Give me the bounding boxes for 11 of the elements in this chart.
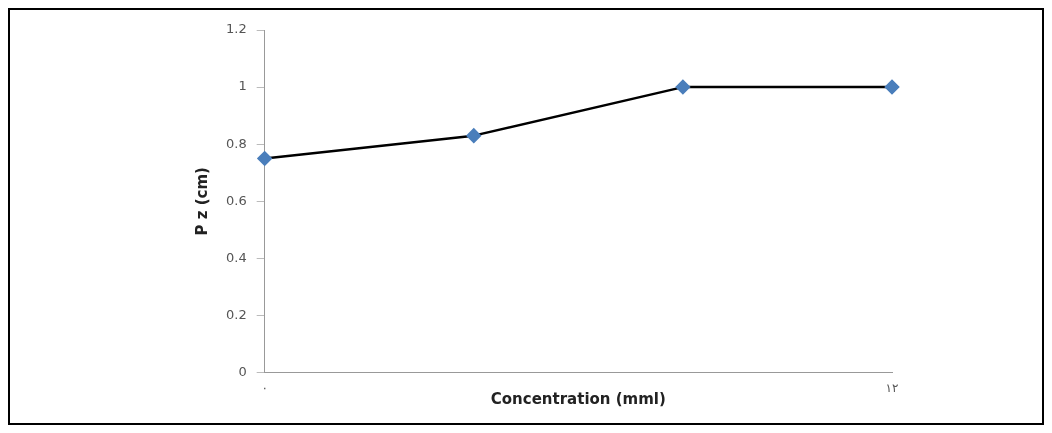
y-tick-label: 0.4 [225,249,247,265]
y-tick-label: 0.6 [225,192,247,208]
y-axis-title: P z (cm) [192,167,211,236]
x-axis-title: Concentration (mml) [490,389,666,408]
y-tick-label: 1 [238,78,247,94]
y-tick-label: 0.8 [225,135,247,151]
y-tick-label: 0 [238,363,247,379]
x-tick-label: ٠ [261,380,268,395]
y-tick-label: 1.2 [225,21,247,37]
y-tick-label: 0.2 [225,306,247,322]
x-tick-label: ١٢ [885,380,899,395]
